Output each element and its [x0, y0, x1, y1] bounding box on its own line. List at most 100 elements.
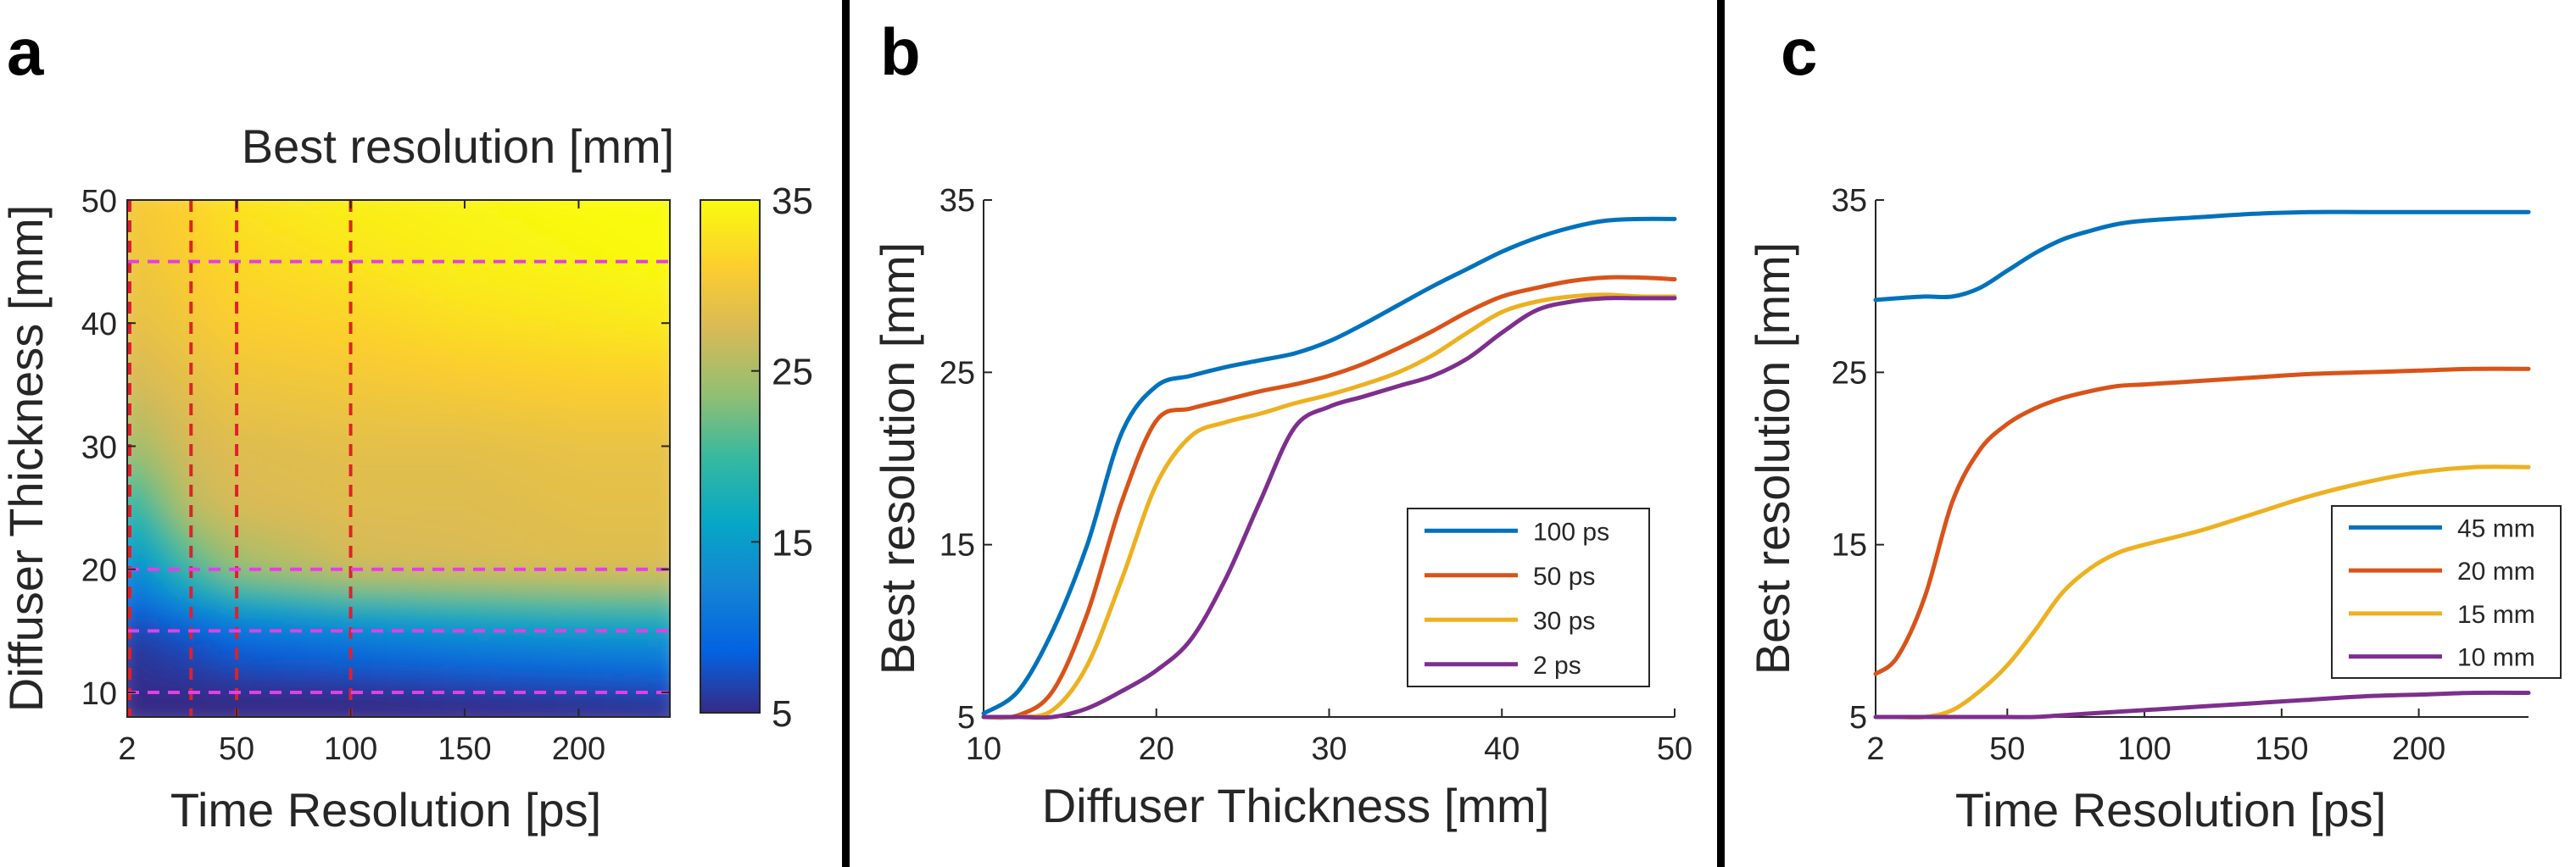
heatmap-cell: [545, 579, 558, 589]
heatmap-cell: [217, 252, 230, 261]
heatmap-cell: [410, 329, 422, 339]
heatmap-cell: [319, 294, 332, 304]
heatmap-cell: [229, 467, 242, 477]
heatmap-cell: [229, 364, 242, 374]
heatmap-cell: [342, 424, 354, 434]
heatmap-cell: [534, 682, 547, 692]
heatmap-cell: [522, 372, 535, 382]
heatmap-cell: [556, 579, 569, 589]
heatmap-cell: [454, 320, 467, 331]
heatmap-cell: [477, 397, 490, 408]
heatmap-cell: [376, 459, 388, 468]
heatmap-cell: [590, 674, 603, 684]
heatmap-cell: [149, 432, 162, 442]
heatmap-cell: [647, 570, 660, 581]
heatmap-cell: [636, 544, 649, 554]
heatmap-cell: [195, 269, 208, 279]
heatmap-cell: [172, 432, 185, 442]
heatmap-cell: [658, 329, 670, 339]
heatmap-cell: [613, 527, 626, 537]
heatmap-cell: [319, 570, 332, 581]
chart-b-x-tick-label: 30: [1311, 731, 1347, 767]
heatmap-cell: [443, 242, 456, 253]
heatmap-cell: [353, 631, 365, 641]
heatmap-cell: [488, 467, 501, 477]
heatmap-cell: [274, 364, 287, 374]
heatmap-cell: [342, 501, 354, 511]
heatmap-cell: [500, 639, 513, 649]
heatmap-cell: [387, 397, 399, 408]
heatmap-cell: [195, 397, 208, 408]
heatmap-cell: [545, 364, 558, 374]
divider-left: [842, 0, 850, 867]
heatmap-cell: [161, 484, 174, 494]
heatmap-cell: [466, 596, 479, 606]
chart-b-x-tick-label: 10: [966, 731, 1001, 767]
heatmap-cell: [331, 631, 343, 641]
heatmap-cell: [206, 665, 219, 675]
heatmap-cell: [195, 536, 208, 546]
heatmap-cell: [240, 562, 253, 571]
heatmap-cell: [602, 459, 615, 468]
heatmap-cell: [376, 329, 388, 339]
heatmap-cell: [511, 519, 524, 529]
heatmap-cell: [319, 682, 332, 692]
heatmap-cell: [410, 647, 422, 658]
heatmap-cell: [161, 441, 174, 451]
heatmap-cell: [376, 492, 388, 503]
heatmap-cell: [387, 527, 399, 537]
heatmap-cell: [443, 303, 456, 313]
heatmap-cell: [522, 553, 535, 563]
heatmap-cell: [308, 691, 321, 701]
heatmap-cell: [387, 320, 399, 331]
heatmap-cell: [376, 699, 388, 709]
heatmap-cell: [319, 544, 332, 554]
heatmap-cell: [488, 242, 501, 253]
heatmap-cell: [602, 699, 615, 709]
heatmap-cell: [161, 631, 174, 641]
heatmap-cell: [319, 579, 332, 589]
heatmap-cell: [331, 208, 343, 219]
heatmap-cell: [500, 527, 513, 537]
heatmap-cell: [410, 252, 422, 261]
heatmap-cell: [376, 544, 388, 554]
heatmap-cell: [217, 432, 230, 442]
heatmap-cell: [590, 647, 603, 658]
heatmap-cell: [251, 604, 264, 614]
heatmap-cell: [229, 424, 242, 434]
heatmap-cell: [477, 225, 490, 236]
heatmap-cell: [376, 389, 388, 399]
heatmap-cell: [206, 475, 219, 486]
chart-c-x-tick-label: 100: [2117, 731, 2171, 767]
heatmap-cell: [432, 467, 445, 477]
heatmap-cell: [172, 570, 185, 581]
heatmap-cell: [274, 424, 287, 434]
heatmap-cell: [161, 708, 174, 717]
heatmap-cell: [138, 252, 151, 261]
heatmap-cell: [579, 294, 592, 304]
heatmap-cell: [365, 449, 377, 459]
heatmap-cell: [183, 639, 196, 649]
heatmap-cell: [454, 587, 467, 597]
heatmap-cell: [443, 217, 456, 227]
heatmap-cell: [454, 355, 467, 364]
heatmap-cell: [466, 260, 479, 270]
heatmap-cell: [263, 631, 276, 641]
heatmap-cell: [149, 622, 162, 632]
heatmap-cell: [127, 355, 140, 364]
heatmap-cell: [410, 639, 422, 649]
heatmap-cell: [602, 639, 615, 649]
heatmap-cell: [127, 579, 140, 589]
heatmap-cell: [138, 501, 151, 511]
heatmap-cell: [636, 622, 649, 632]
heatmap-cell: [556, 381, 569, 391]
heatmap-cell: [590, 708, 603, 717]
heatmap-cell: [432, 501, 445, 511]
heatmap-cell: [183, 622, 196, 632]
heatmap-cell: [488, 691, 501, 701]
heatmap-cell: [410, 614, 422, 623]
heatmap-cell: [466, 424, 479, 434]
heatmap-cell: [161, 587, 174, 597]
heatmap-cell: [466, 570, 479, 581]
